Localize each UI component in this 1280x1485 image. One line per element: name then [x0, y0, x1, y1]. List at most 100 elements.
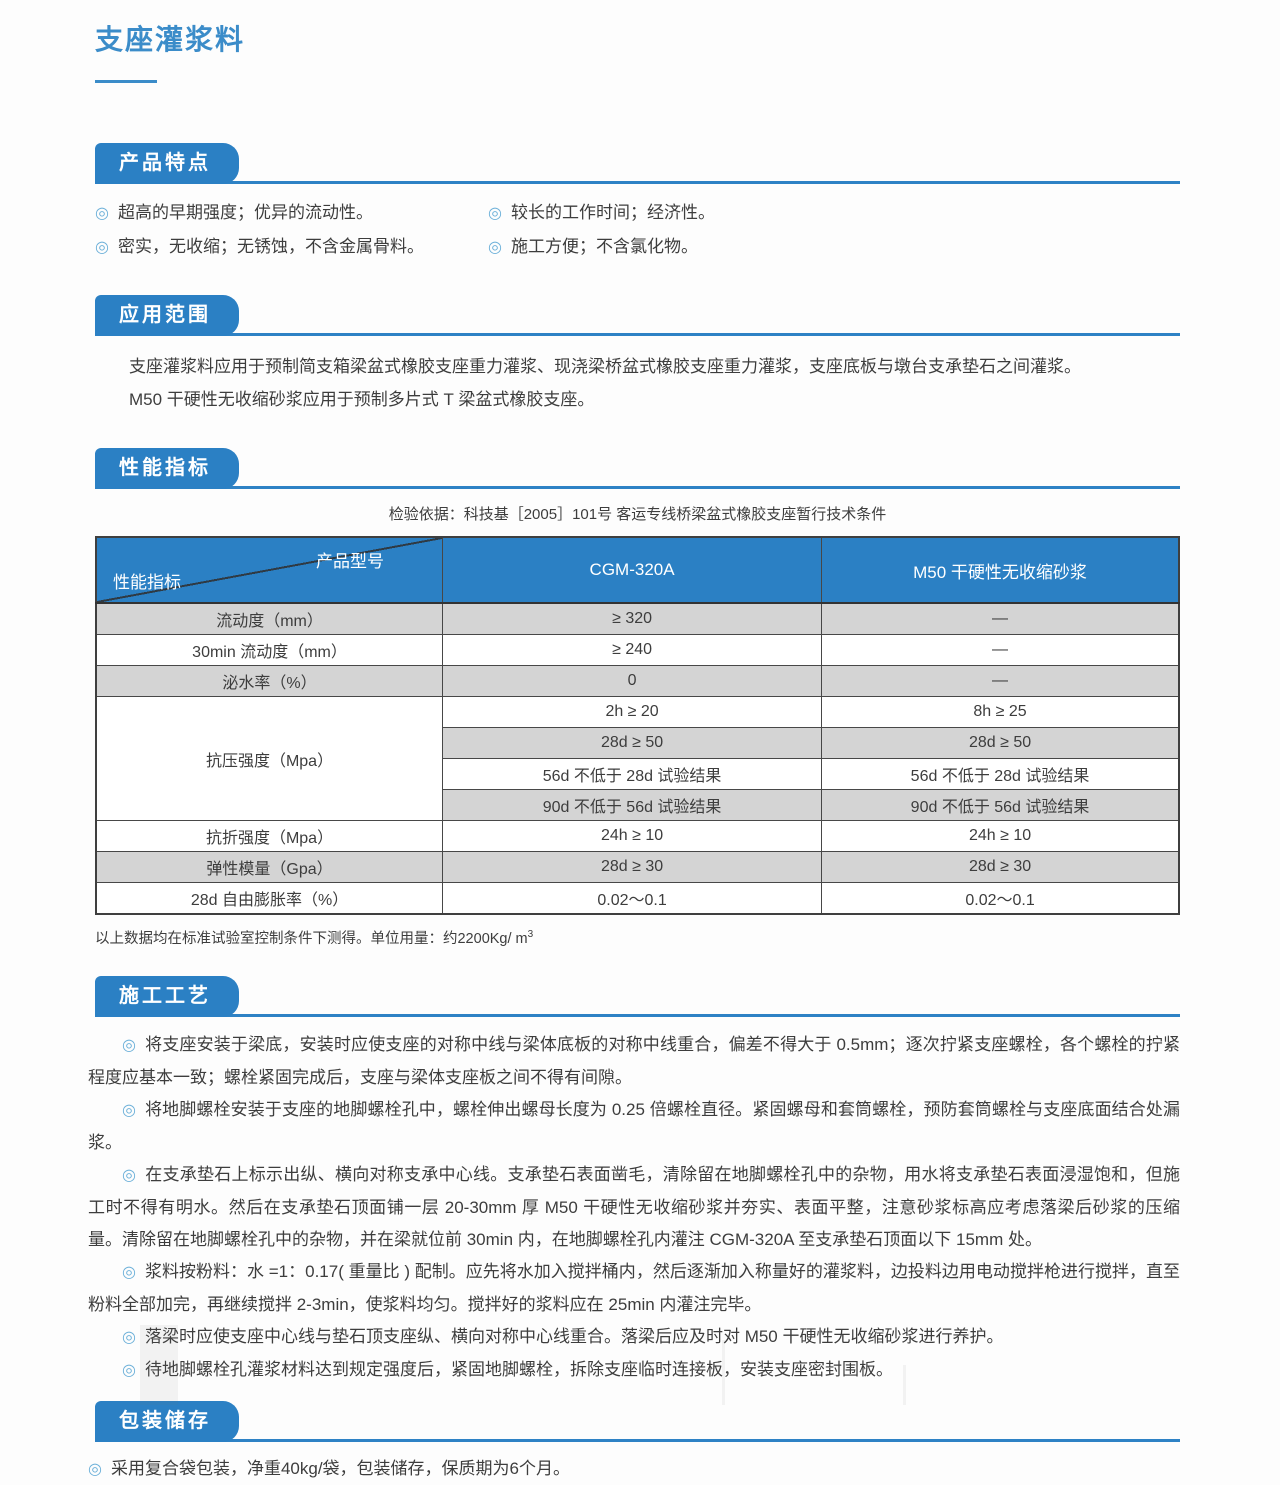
process-paragraph: ◎ 将地脚螺栓安装于支座的地脚螺栓孔中，螺栓伸出螺母长度为 0.25 倍螺栓直径。…: [88, 1094, 1180, 1159]
packaging-tab: 包装储存: [95, 1401, 239, 1442]
process-tab: 施工工艺: [95, 976, 239, 1017]
page-title: 支座灌浆料: [95, 24, 246, 55]
table-row: 30min 流动度（mm） ≥ 240—: [95, 634, 1180, 666]
section-header-packaging: 包装储存: [95, 1399, 1180, 1442]
scan-artifact: [140, 1325, 178, 1405]
bullet-icon: ◎: [122, 1329, 136, 1346]
feature-item: ◎ 密实，无收缩；无锈蚀，不含金属骨料。: [95, 234, 488, 261]
value-cell: 56d 不低于 28d 试验结果: [442, 758, 823, 790]
table-row: 抗折强度（Mpa） 24h ≥ 10 24h ≥ 10: [95, 820, 1180, 852]
corner-label-performance-index: 性能指标: [113, 573, 181, 592]
table-row: 28d ≥ 50 28d ≥ 50: [96, 727, 1180, 759]
section-header-features: 产品特点: [95, 141, 1180, 184]
value-cell: 90d 不低于 56d 试验结果: [821, 789, 1180, 821]
value-cell: ≥ 240: [442, 634, 823, 666]
row-label-cell: 28d 自由膨胀率（%）: [95, 882, 444, 915]
value-cell: 56d 不低于 28d 试验结果: [821, 758, 1180, 790]
row-label-cell: 弹性模量（Gpa）: [95, 851, 444, 883]
feature-text: 密实，无收缩；无锈蚀，不含金属骨料。: [117, 237, 424, 256]
table-column-header: CGM-320A: [442, 536, 823, 604]
value-cell: 90d 不低于 56d 试验结果: [442, 789, 823, 821]
process-paragraph-text: 待地脚螺栓孔灌浆材料达到规定强度后，紧固地脚螺栓，拆除支座临时连接板，安装支座密…: [144, 1360, 893, 1379]
table-row: 抗压强度（Mpa） 2h ≥ 20 8h ≥ 25: [95, 696, 1180, 821]
process-paragraph: ◎ 在支承垫石上标示出纵、横向对称支承中心线。支承垫石表面凿毛，清除留在地脚螺栓孔…: [88, 1159, 1180, 1256]
bullet-icon: ◎: [122, 1102, 137, 1119]
table-row: 28d 自由膨胀率（%） 0.02～0.1 0.02～0.1: [95, 882, 1180, 915]
features-tab: 产品特点: [95, 143, 239, 184]
table-footnote: 以上数据均在标准试验室控制条件下测得。单位用量：约2200Kg/ m3: [95, 927, 1180, 948]
features-list: ◎ 超高的早期强度；优异的流动性。 ◎ 较长的工作时间；经济性。 ◎ 密实，无收缩；无锈蚀…: [95, 200, 1180, 261]
section-header-process: 施工工艺: [95, 974, 1180, 1017]
value-cell: 0: [442, 665, 823, 697]
title-underline: [95, 80, 157, 83]
application-text: 支座灌浆料应用于预制简支箱梁盆式橡胶支座重力灌浆、现浇梁桥盆式橡胶支座重力灌浆，…: [95, 350, 1180, 416]
bullet-icon: ◎: [122, 1362, 136, 1379]
bullet-icon: ◎: [488, 239, 502, 256]
table-row: 泌水率（%） 0—: [95, 665, 1180, 697]
row-label-cell: 泌水率（%）: [95, 665, 444, 697]
application-tab: 应用范围: [95, 295, 239, 336]
section-header-performance: 性能指标: [95, 446, 1180, 489]
process-paragraph-text: 落梁时应使支座中心线与垫石顶支座纵、横向对称中心线重合。落梁后应及时对 M50 …: [144, 1327, 1004, 1346]
table-row: 90d 不低于 56d 试验结果 90d 不低于 56d 试验结果: [96, 789, 1180, 821]
footnote-text: 以上数据均在标准试验室控制条件下测得。单位用量：约2200Kg/ m: [95, 931, 528, 947]
bullet-icon: ◎: [122, 1037, 137, 1054]
feature-item: ◎ 较长的工作时间；经济性。: [488, 200, 1180, 227]
footnote-superscript: 3: [527, 929, 534, 941]
table-corner-cell: 产品型号性能指标: [95, 536, 444, 604]
application-line: 支座灌浆料应用于预制简支箱梁盆式橡胶支座重力灌浆、现浇梁桥盆式橡胶支座重力灌浆，…: [129, 357, 1081, 376]
row-label-cell: 抗折强度（Mpa）: [95, 820, 444, 852]
value-cell: 0.02～0.1: [821, 882, 1180, 915]
feature-text: 较长的工作时间；经济性。: [510, 203, 715, 222]
section-header-application: 应用范围: [95, 293, 1180, 336]
process-paragraph: ◎ 浆料按粉料：水 =1：0.17( 重量比 ) 配制。应先将水加入搅拌桶内，然后…: [88, 1256, 1180, 1321]
feature-text: 超高的早期强度；优异的流动性。: [117, 203, 373, 222]
value-cell: 0.02～0.1: [442, 882, 823, 915]
value-cell: 28d ≥ 50: [442, 727, 823, 759]
process-paragraph-text: 浆料按粉料：水 =1：0.17( 重量比 ) 配制。应先将水加入搅拌桶内，然后逐…: [88, 1262, 1180, 1314]
scan-artifact: [903, 1365, 906, 1405]
process-paragraph-text: 将支座安装于梁底，安装时应使支座的对称中线与梁体底板的对称中线重合，偏差不得大于…: [88, 1035, 1180, 1087]
value-cell: ≥ 320: [442, 602, 823, 635]
table-header-row: 产品型号 性能指标 CGM-320A M50 干硬性无收缩砂浆: [95, 536, 1180, 604]
scan-artifact: [722, 1340, 725, 1405]
bullet-icon: ◎: [122, 1167, 137, 1184]
value-cell: —: [821, 634, 1180, 666]
table-row: 流动度（mm） ≥ 320—: [95, 602, 1180, 635]
performance-table: 产品型号 性能指标 CGM-320A M50 干硬性无收缩砂浆 流动度（mm） ≥ 320…: [95, 536, 1180, 915]
feature-text: 施工方便；不含氯化物。: [510, 237, 698, 256]
application-line: M50 干硬性无收缩砂浆应用于预制多片式 T 梁盆式橡胶支座。: [129, 390, 595, 409]
test-basis-note: 检验依据：科技基［2005］101号 客运专线桥梁盆式橡胶支座暂行技术条件: [388, 506, 887, 523]
process-paragraph-text: 在支承垫石上标示出纵、横向对称支承中心线。支承垫石表面凿毛，清除留在地脚螺栓孔中…: [88, 1165, 1180, 1249]
performance-tab: 性能指标: [95, 448, 239, 489]
row-label-cell: 流动度（mm）: [95, 602, 444, 635]
process-paragraph: ◎ 落梁时应使支座中心线与垫石顶支座纵、横向对称中心线重合。落梁后应及时对 M50…: [88, 1321, 1180, 1354]
process-paragraph-text: 将地脚螺栓安装于支座的地脚螺栓孔中，螺栓伸出螺母长度为 0.25 倍螺栓直径。紧…: [88, 1100, 1181, 1152]
bullet-icon: ◎: [122, 1264, 136, 1281]
feature-item: ◎ 施工方便；不含氯化物。: [488, 234, 1180, 261]
bullet-icon: ◎: [88, 1461, 102, 1478]
value-cell: 24h ≥ 10: [821, 820, 1180, 852]
value-cell: 24h ≥ 10: [442, 820, 823, 852]
packaging-text: 采用复合袋包装，净重40kg/袋，包装储存，保质期为6个月。: [110, 1459, 571, 1478]
feature-item: ◎ 超高的早期强度；优异的流动性。: [95, 200, 488, 227]
process-text: ◎ 将支座安装于梁底，安装时应使支座的对称中线与梁体底板的对称中线重合，偏差不得大…: [88, 1029, 1180, 1387]
table-row: 弹性模量（Gpa） 28d ≥ 30 28d ≥ 30: [95, 851, 1180, 883]
process-paragraph: ◎ 待地脚螺栓孔灌浆材料达到规定强度后，紧固地脚螺栓，拆除支座临时连接板，安装支座…: [88, 1354, 1180, 1387]
bullet-icon: ◎: [95, 205, 109, 222]
value-cell: —: [821, 665, 1180, 697]
value-cell: 2h ≥ 20: [442, 696, 823, 728]
row-label-cell: 30min 流动度（mm）: [95, 634, 444, 666]
value-cell: 28d ≥ 50: [821, 727, 1180, 759]
bullet-icon: ◎: [488, 205, 502, 222]
row-label-cell: 抗压强度（Mpa）: [95, 696, 444, 821]
bullet-icon: ◎: [95, 239, 109, 256]
corner-label-product-model: 产品型号: [316, 552, 385, 571]
value-cell: 8h ≥ 25: [821, 696, 1180, 728]
process-paragraph: ◎ 将支座安装于梁底，安装时应使支座的对称中线与梁体底板的对称中线重合，偏差不得大…: [88, 1029, 1180, 1094]
value-cell: 28d ≥ 30: [442, 851, 823, 883]
value-cell: —: [821, 602, 1180, 635]
value-cell: 28d ≥ 30: [821, 851, 1180, 883]
table-column-header: M50 干硬性无收缩砂浆: [821, 536, 1180, 604]
document-page: 支座灌浆料 产品特点 ◎ 超高的早期强度；优异的流动性。 ◎ 较长的工作时间；经济性。…: [88, 0, 1180, 1485]
